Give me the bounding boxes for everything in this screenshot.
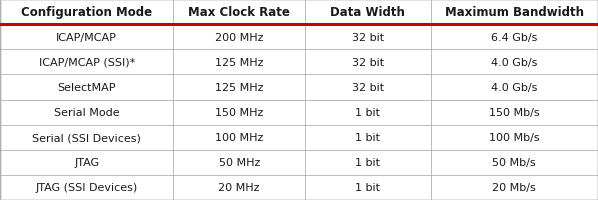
Text: JTAG: JTAG (74, 158, 99, 167)
Bar (0, 125, 598, 150)
Text: 1 bit: 1 bit (355, 133, 380, 142)
Text: Maximum Bandwidth: Maximum Bandwidth (445, 6, 584, 19)
Text: 32 bit: 32 bit (352, 58, 384, 67)
Text: 125 MHz: 125 MHz (215, 58, 264, 67)
Text: Serial (SSI Devices): Serial (SSI Devices) (32, 133, 141, 142)
Bar (0, 175, 598, 200)
Text: 32 bit: 32 bit (352, 83, 384, 92)
Text: 50 MHz: 50 MHz (218, 158, 260, 167)
Text: 1 bit: 1 bit (355, 183, 380, 192)
Text: 1 bit: 1 bit (355, 108, 380, 117)
Bar (0, 25, 598, 50)
Text: 20 MHz: 20 MHz (218, 183, 260, 192)
Text: 20 Mb/s: 20 Mb/s (492, 183, 536, 192)
Text: 32 bit: 32 bit (352, 33, 384, 42)
Text: 100 Mb/s: 100 Mb/s (489, 133, 539, 142)
Text: 125 MHz: 125 MHz (215, 83, 264, 92)
Text: SelectMAP: SelectMAP (57, 83, 116, 92)
Text: Max Clock Rate: Max Clock Rate (188, 6, 290, 19)
Text: 4.0 Gb/s: 4.0 Gb/s (491, 58, 538, 67)
Text: 1 bit: 1 bit (355, 158, 380, 167)
Text: 4.0 Gb/s: 4.0 Gb/s (491, 83, 538, 92)
Bar (0, 75, 598, 100)
Text: ICAP/MCAP: ICAP/MCAP (56, 33, 117, 42)
Bar (0, 0, 598, 25)
Text: 6.4 Gb/s: 6.4 Gb/s (491, 33, 538, 42)
Text: 150 Mb/s: 150 Mb/s (489, 108, 539, 117)
Bar (0, 100, 598, 125)
Text: 50 Mb/s: 50 Mb/s (493, 158, 536, 167)
Text: 200 MHz: 200 MHz (215, 33, 264, 42)
Text: JTAG (SSI Devices): JTAG (SSI Devices) (36, 183, 138, 192)
Text: Data Width: Data Width (330, 6, 405, 19)
Text: Configuration Mode: Configuration Mode (21, 6, 152, 19)
Text: 100 MHz: 100 MHz (215, 133, 263, 142)
Bar (0, 50, 598, 75)
Text: ICAP/MCAP (SSI)*: ICAP/MCAP (SSI)* (39, 58, 135, 67)
Text: 150 MHz: 150 MHz (215, 108, 263, 117)
Text: Serial Mode: Serial Mode (54, 108, 120, 117)
Bar (0, 150, 598, 175)
